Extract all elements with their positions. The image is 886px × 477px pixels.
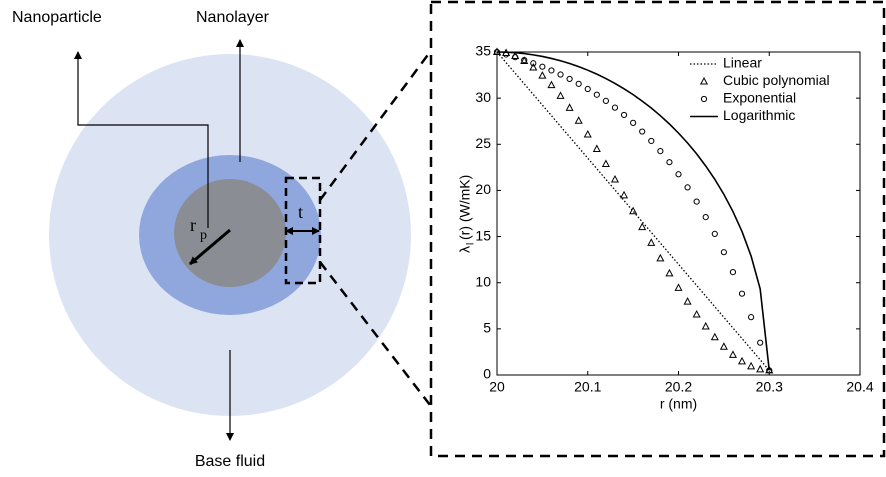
legend-label: Linear (723, 55, 762, 71)
y-tick-label: 10 (475, 273, 491, 289)
y-tick-label: 35 (475, 43, 491, 59)
circle-marker (648, 137, 655, 145)
circle-marker (720, 249, 727, 256)
y-label-subscript: l (466, 243, 477, 245)
circle-marker (757, 339, 764, 346)
triangle-marker (538, 71, 547, 79)
y-label-symbol: λ (457, 246, 473, 253)
circle-marker (748, 314, 755, 321)
triangle-marker (520, 56, 529, 64)
zoom-connector (319, 261, 431, 406)
circle-marker (557, 71, 564, 78)
triangle-marker (747, 361, 756, 370)
legend-label: Cubic polynomial (723, 72, 830, 88)
circle-marker (693, 198, 700, 205)
nanoparticle-label: Nanoparticle (12, 9, 102, 26)
series-line (496, 51, 771, 371)
triangle-marker (574, 116, 583, 124)
nanoparticle-region (174, 179, 286, 287)
zoom-frame (429, 0, 886, 458)
circle-marker (593, 91, 600, 98)
triangle-marker (737, 356, 747, 365)
triangle-marker (629, 206, 638, 215)
radius-arrow (189, 228, 231, 266)
circle-marker (639, 128, 646, 135)
thickness-label: t (298, 202, 303, 222)
y-tick-label: 5 (483, 320, 491, 336)
triangle-marker (701, 321, 710, 330)
triangle-marker (656, 253, 665, 262)
triangle-marker (610, 174, 620, 183)
zoom-connector (318, 51, 432, 201)
triangle-marker (529, 62, 538, 71)
x-tick-label: 20.1 (574, 379, 601, 395)
circle-marker (729, 269, 737, 276)
legend-label: Logarithmic (723, 107, 795, 123)
circle-marker (657, 148, 664, 155)
triangle-marker (692, 309, 701, 318)
triangle-marker (719, 342, 728, 350)
triangle-marker (565, 103, 574, 111)
y-tick-label: 30 (475, 89, 491, 105)
x-tick-label: 20.3 (756, 379, 783, 395)
triangle-marker (601, 159, 610, 168)
triangle-marker (592, 144, 601, 152)
legend-label: Exponential (723, 90, 796, 106)
radius-subscript: p (200, 228, 207, 243)
chart: r (nm) λ l (r) (W/mK) 20 20.1 20.2 20.3 20.4… (457, 43, 874, 412)
triangle-marker (683, 297, 692, 305)
triangle-marker (728, 350, 737, 358)
nanolayer-label: Nanolayer (196, 9, 270, 26)
y-label-rest: (r) (W/mK) (457, 175, 473, 240)
x-axis-label: r (nm) (660, 396, 697, 412)
triangle-marker (620, 190, 629, 199)
circle-marker (584, 85, 591, 93)
circle-marker (530, 60, 537, 67)
circle-marker (684, 184, 691, 191)
y-tick-label: 25 (475, 135, 491, 151)
y-tick-label: 0 (483, 366, 491, 382)
zoom-box (284, 176, 322, 285)
triangle-marker (756, 364, 765, 373)
diagram: Nanoparticle Nanolayer Base fluid r p t (12, 0, 886, 470)
plot-frame (496, 51, 861, 376)
triangle-marker (547, 80, 556, 89)
x-tick-label: 20 (489, 379, 505, 395)
circle-marker (700, 95, 708, 103)
triangle-marker (674, 283, 683, 291)
base-fluid-label: Base fluid (195, 453, 265, 470)
circle-marker (738, 290, 746, 297)
radius-label: r (190, 215, 196, 235)
circle-marker (675, 171, 682, 178)
circle-marker (630, 119, 637, 126)
circle-marker (702, 213, 709, 221)
triangle-marker (556, 91, 565, 99)
triangle-marker (583, 129, 592, 138)
circle-marker (539, 63, 546, 70)
y-axis-label: λ l (r) (W/mK) (457, 175, 477, 253)
triangle-marker (638, 222, 647, 231)
nanoparticle-pointer (74, 51, 209, 228)
y-tick-label: 15 (475, 227, 491, 243)
circle-marker (711, 230, 718, 237)
triangle-marker (665, 268, 674, 277)
triangle-marker (699, 76, 709, 85)
triangle-marker (647, 238, 656, 246)
circle-marker (611, 104, 619, 111)
circle-marker (566, 75, 573, 83)
circle-marker (575, 80, 582, 87)
circle-marker (512, 54, 519, 61)
circle-marker (548, 67, 555, 74)
triangle-marker (710, 332, 719, 341)
y-tick-label: 20 (475, 181, 491, 197)
circle-marker (620, 111, 628, 119)
x-tick-label: 20.4 (846, 379, 873, 395)
circle-marker (521, 57, 528, 64)
x-tick-label: 20.2 (665, 379, 692, 395)
circle-marker (602, 97, 610, 105)
circle-marker (666, 159, 673, 166)
